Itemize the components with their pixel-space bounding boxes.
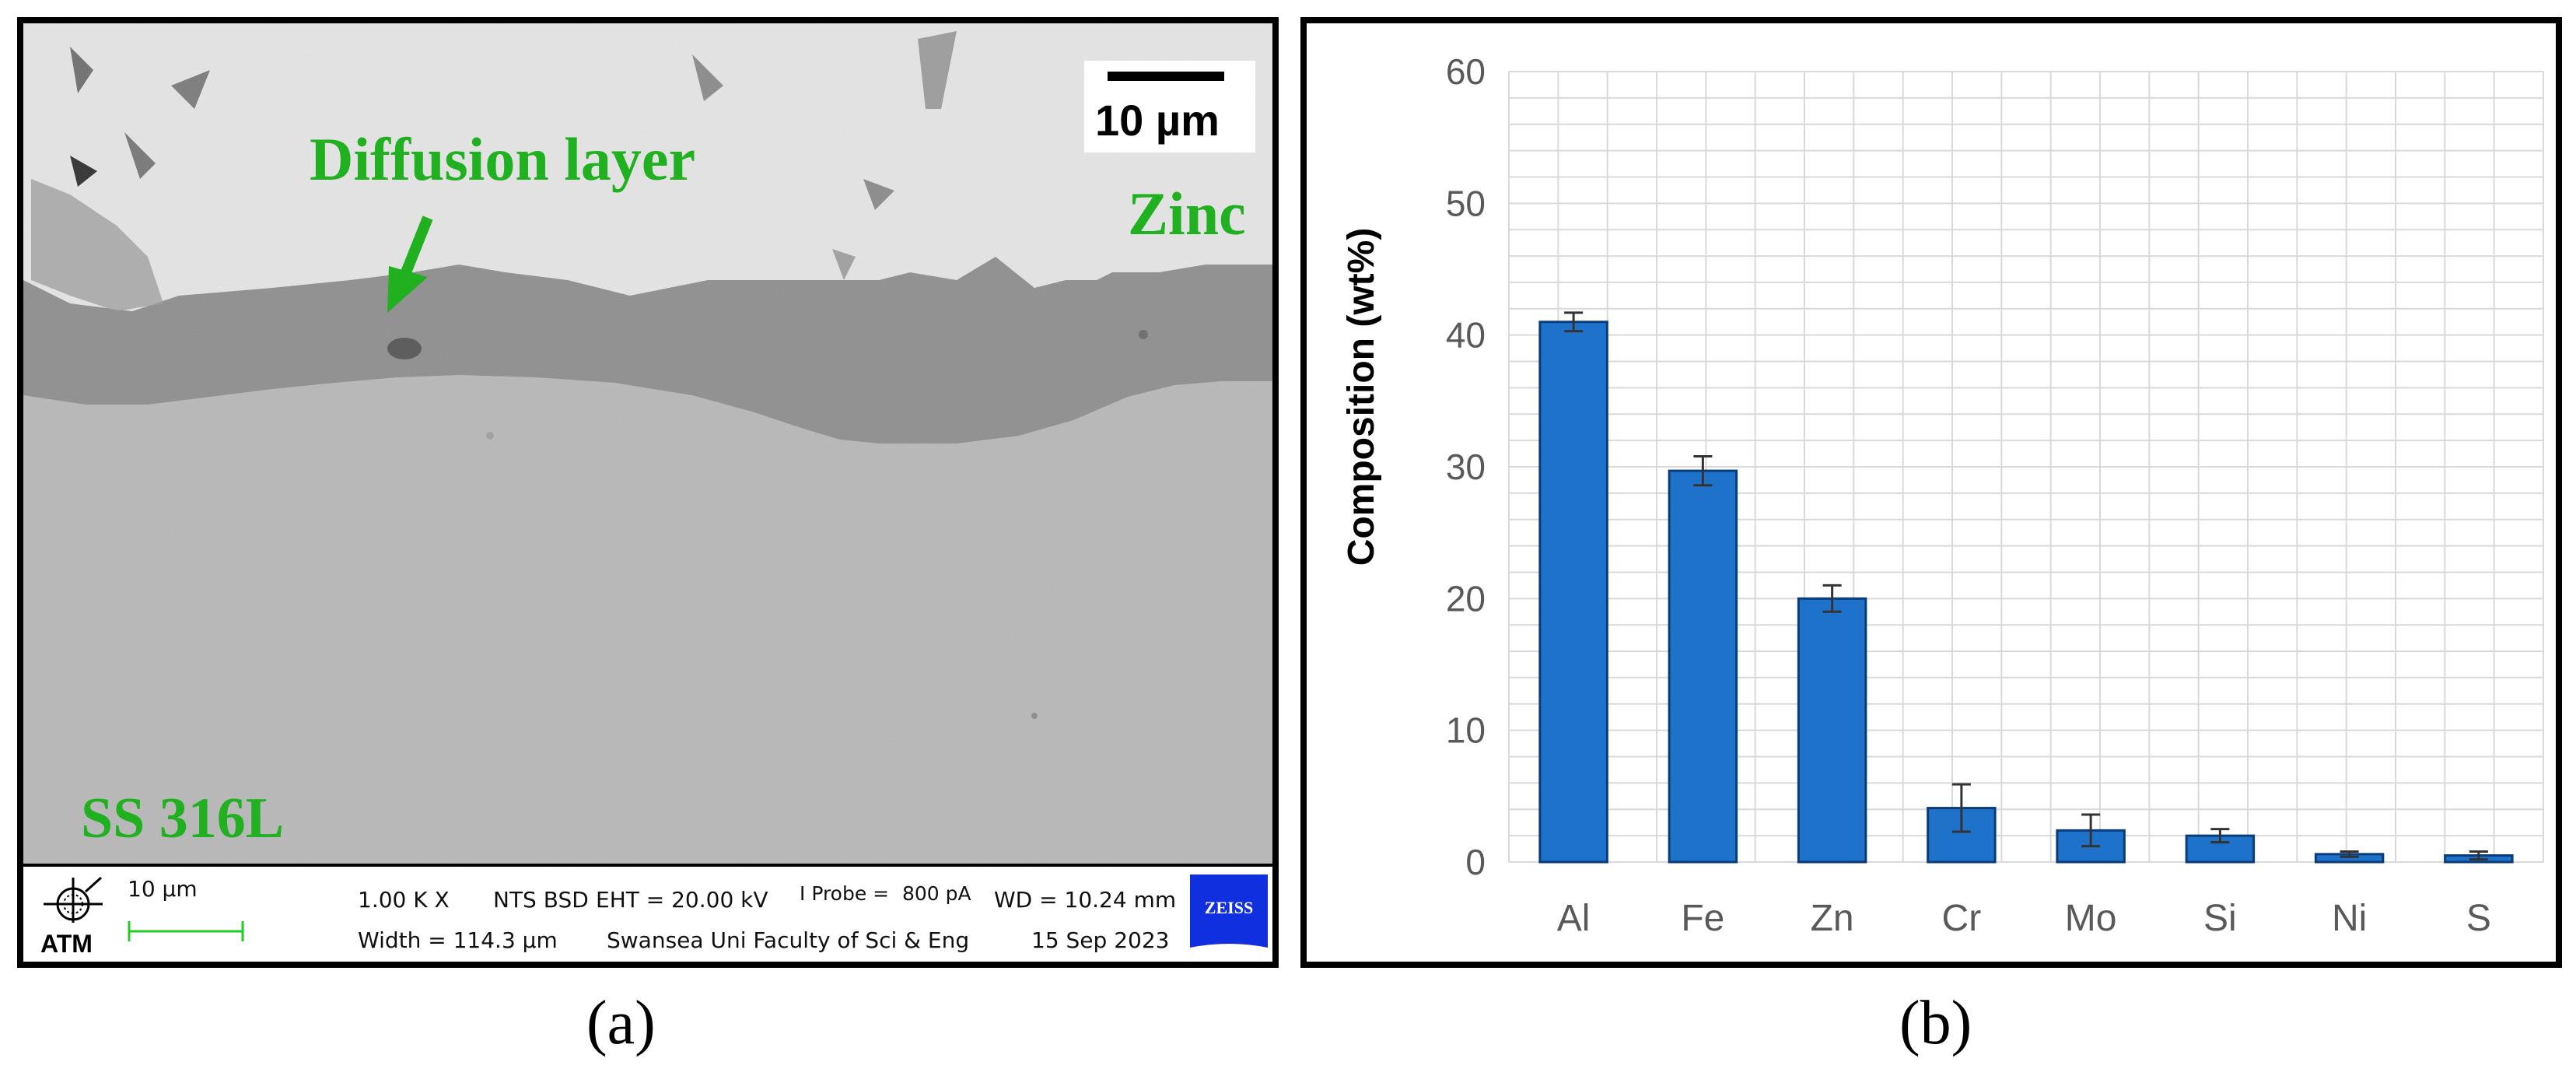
info-detector: NTS BSD [493, 887, 589, 913]
x-tick-label: Mo [2065, 898, 2117, 939]
bar-Al [1538, 321, 1608, 864]
scale-bar-label: 10 µm [1095, 96, 1220, 145]
x-tick-label: Si [2203, 898, 2237, 939]
info-eht: EHT = 20.00 kV [596, 887, 768, 913]
x-tick-label: Al [1557, 898, 1591, 939]
y-axis-title: Composition (wt%) [1341, 228, 1382, 566]
diffusion-layer-label: Diffusion layer [310, 125, 696, 193]
scale-bar-line [1108, 72, 1224, 81]
info-institution: Swansea Uni Faculty of Sci & Eng [607, 927, 970, 953]
x-tick-label: Zn [1811, 898, 1854, 939]
info-scale-bar [128, 921, 244, 941]
info-width: Width = 114.3 µm [358, 927, 558, 953]
x-tick-labels: Al Fe Zn Cr Mo Si Ni S [1557, 898, 2491, 939]
caption-b: (b) [1899, 989, 1972, 1057]
arrow-icon [387, 216, 433, 313]
x-tick-label: Cr [1942, 898, 1982, 939]
caption-a: (a) [586, 989, 656, 1057]
y-tick-labels: 0 10 20 30 40 50 60 [1446, 51, 1486, 882]
y-tick-label: 50 [1446, 183, 1486, 223]
y-tick-label: 0 [1465, 842, 1486, 882]
y-tick-label: 10 [1446, 710, 1486, 751]
chart-grid [1508, 71, 2544, 863]
bar-Zn [1797, 597, 1867, 864]
substrate-label: SS 316L [81, 787, 285, 850]
atm-logo: ATM [40, 876, 103, 955]
panel-a-sem-image: Diffusion layer Zinc SS 316L 10 µm ATM 1… [17, 17, 1279, 968]
error-bars [1564, 311, 2488, 861]
bar-Fe [1668, 469, 1738, 864]
info-magnification: 1.00 K X [358, 887, 450, 913]
info-probe-value: 800 pA [902, 882, 971, 905]
y-tick-label: 20 [1446, 578, 1486, 619]
x-tick-label: Ni [2332, 898, 2367, 939]
sem-micrograph [23, 23, 1272, 864]
composition-bar-chart: 0 10 20 30 40 50 60 Al Fe Zn Cr Mo Si Ni S Compositio… [1341, 51, 2544, 939]
x-tick-label: S [2466, 898, 2491, 939]
sem-info-bar: ATM 10 µm 1.00 K X NTS BSD EHT = 20.00 k… [23, 864, 1272, 962]
bars [1538, 321, 2514, 864]
info-working-distance: WD = 10.24 mm [994, 887, 1177, 913]
zinc-label: Zinc [1128, 180, 1246, 247]
panel-b-chart: 0 10 20 30 40 50 60 Al Fe Zn Cr Mo Si Ni S Compositio… [1300, 17, 2562, 968]
y-tick-label: 40 [1446, 315, 1486, 356]
info-scale-label: 10 µm [128, 876, 198, 902]
x-tick-label: Fe [1681, 898, 1724, 939]
y-tick-label: 60 [1446, 51, 1486, 92]
svg-text:ZEISS: ZEISS [1205, 898, 1253, 917]
scale-bar: 10 µm [1084, 61, 1255, 152]
info-probe-label: I Probe = [800, 882, 890, 905]
svg-text:ATM: ATM [40, 930, 93, 955]
info-date: 15 Sep 2023 [1031, 927, 1170, 953]
y-tick-label: 30 [1446, 447, 1486, 487]
zeiss-logo: ZEISS [1190, 874, 1268, 948]
